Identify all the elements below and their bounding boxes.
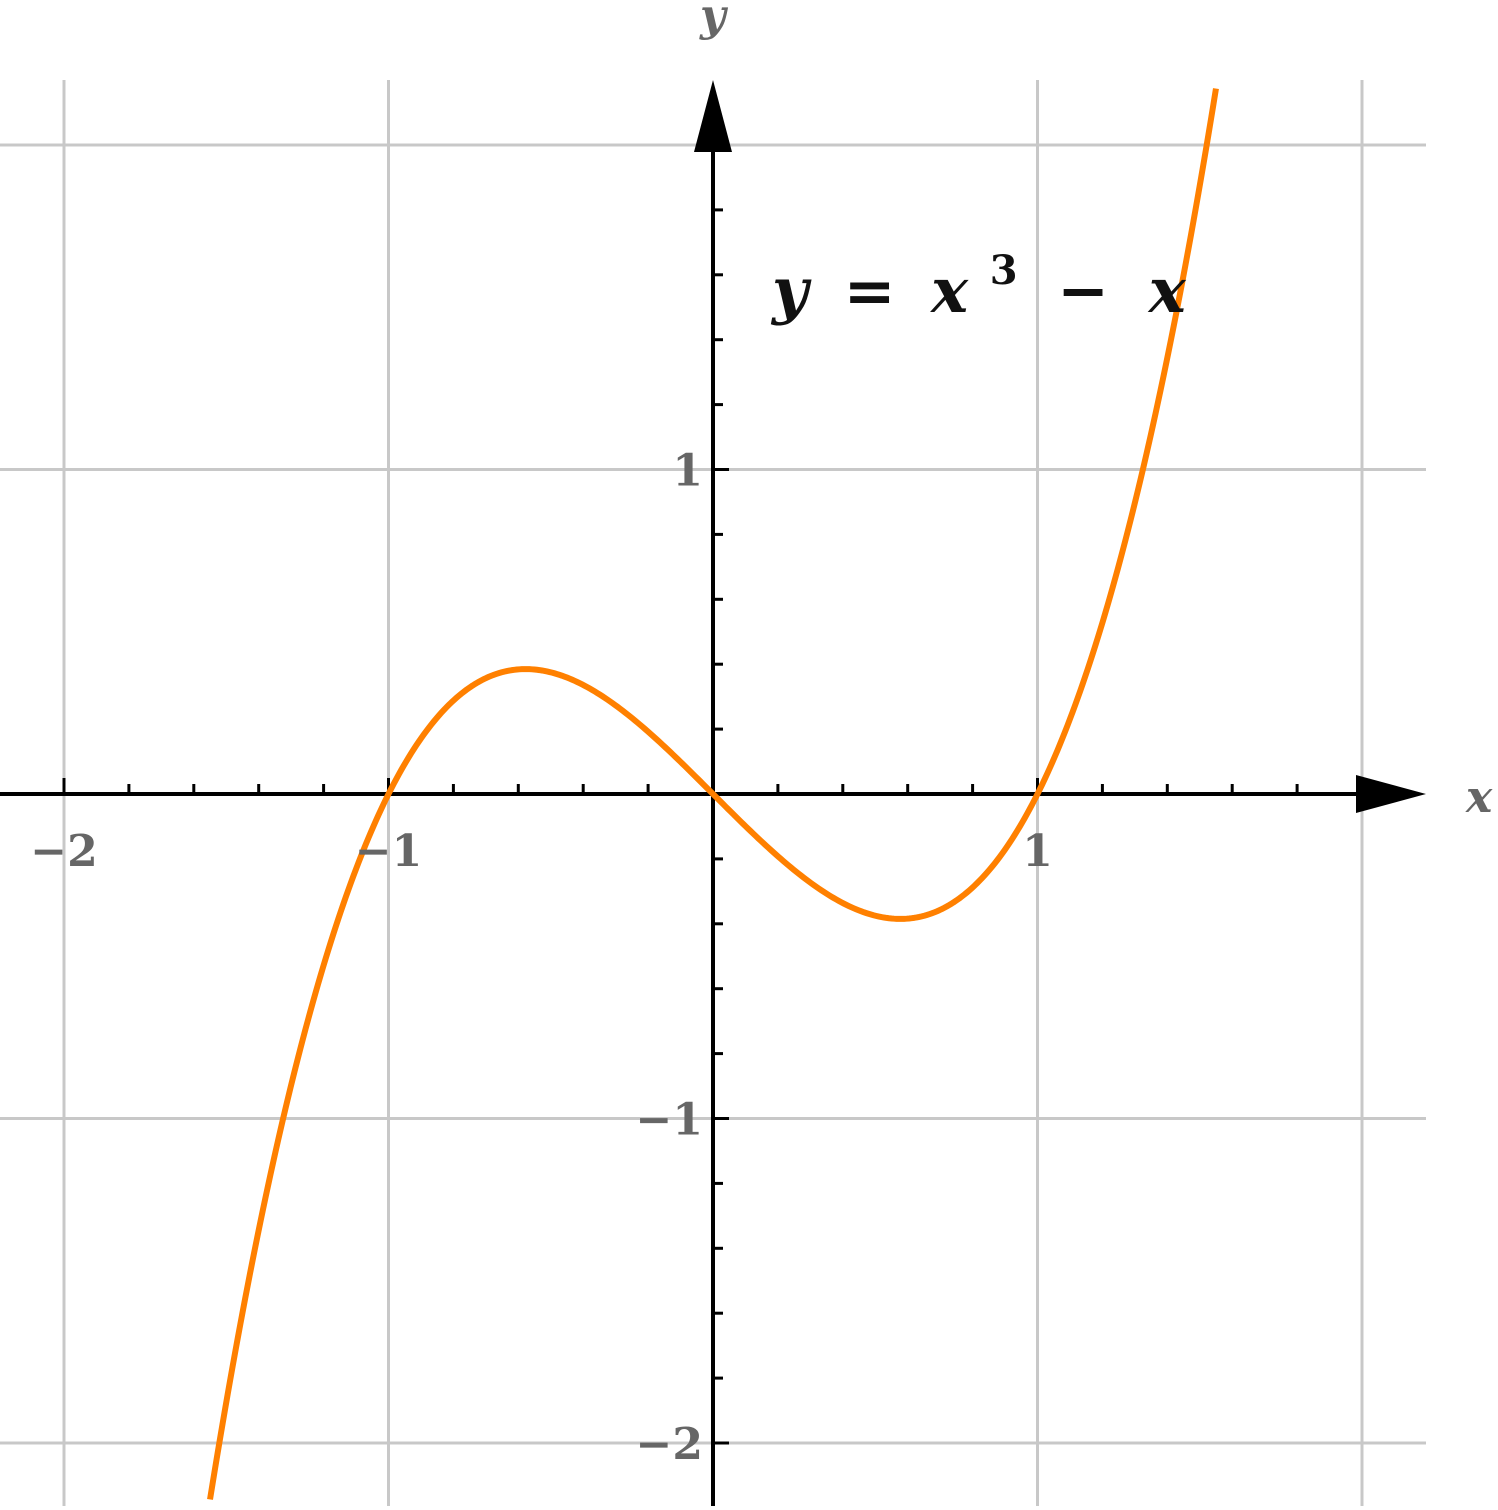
curve-layer (207, 88, 1219, 1500)
x-tick-label: −2 (30, 826, 97, 877)
formula-x: x (929, 254, 969, 327)
x-axis-arrowhead (1356, 775, 1426, 813)
formula-minus: − (1057, 254, 1109, 327)
x-tick-label: 1 (1022, 826, 1053, 877)
formula-y: y (770, 254, 812, 327)
x-tick-label: −1 (355, 826, 422, 877)
cubic-curve (207, 88, 1219, 1500)
formula-equals: = (844, 254, 896, 327)
x-axis-label: x (1465, 772, 1493, 823)
y-tick-label: 1 (672, 446, 703, 497)
y-tick-label: −2 (636, 1419, 703, 1470)
y-axis-label: y (699, 0, 729, 41)
formula-x2: x (1147, 254, 1187, 327)
y-axis-arrowhead (694, 80, 732, 152)
y-tick-label: −1 (636, 1095, 703, 1146)
tick-labels: −2 −1 1 1 −1 −2 (30, 446, 1053, 1471)
formula-exponent: 3 (990, 247, 1018, 294)
function-annotation: y = x 3 − x (770, 226, 1187, 327)
